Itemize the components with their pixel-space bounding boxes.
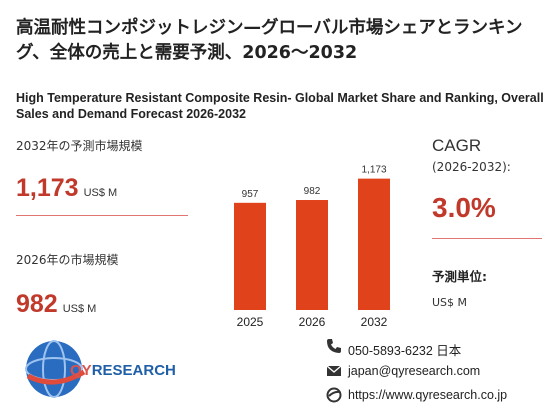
browser-icon bbox=[326, 387, 342, 403]
market-2026-unit: US$ M bbox=[62, 303, 97, 315]
cagr-period: (2026-2032): bbox=[432, 160, 511, 174]
report-title-japanese: 高温耐性コンポジットレジン—グローバル市場シェアとランキング、全体の売上と需要予… bbox=[16, 18, 523, 63]
contact-website[interactable]: https://www.qyresearch.co.jp bbox=[348, 388, 508, 402]
qyresearch-logo bbox=[22, 334, 192, 404]
phone-icon bbox=[327, 339, 341, 353]
divider bbox=[432, 238, 542, 239]
divider bbox=[16, 215, 188, 216]
market-2026-value: 982 bbox=[16, 290, 58, 318]
bar-2032 bbox=[358, 178, 390, 310]
report-title-english: High Temperature Resistant Composite Res… bbox=[16, 91, 544, 121]
bar-value-label-2032: 1,173 bbox=[361, 165, 386, 176]
logo-text-qy: QY bbox=[70, 362, 92, 379]
bar-2026 bbox=[296, 200, 328, 310]
bar-2025 bbox=[234, 202, 266, 310]
globe-icon bbox=[25, 340, 86, 398]
market-2026-label: 2026年の市場規模 bbox=[16, 253, 119, 267]
bar-value-label-2026: 982 bbox=[304, 186, 321, 197]
logo-text-research: RESEARCH bbox=[91, 362, 176, 379]
forecast-2032-unit: US$ M bbox=[83, 187, 118, 199]
bar-value-label-2025: 957 bbox=[242, 189, 259, 200]
bar-chart: 957 2025 982 2026 1,173 2032 bbox=[234, 165, 390, 329]
forecast-unit-value: US$ M bbox=[432, 296, 468, 309]
logo-wordmark: QYRESEARCH bbox=[70, 362, 176, 379]
forecast-2032-value-block: 1,173 US$ M bbox=[16, 174, 117, 203]
contact-email[interactable]: japan@qyresearch.com bbox=[348, 364, 481, 378]
cagr-value: 3.0% bbox=[432, 192, 496, 223]
x-tick-label-2025: 2025 bbox=[237, 315, 264, 329]
market-2026-value-block: 982 US$ M bbox=[16, 290, 96, 319]
contact-phone: 050-5893-6232 日本 bbox=[348, 344, 462, 358]
cagr-label: CAGR bbox=[432, 136, 482, 155]
email-icon bbox=[326, 365, 342, 376]
x-tick-label-2032: 2032 bbox=[361, 315, 388, 329]
forecast-2032-value: 1,173 bbox=[16, 174, 79, 202]
forecast-2032-label: 2032年の予測市場規模 bbox=[16, 139, 143, 153]
forecast-unit-label: 予測単位: bbox=[432, 269, 487, 284]
x-tick-label-2026: 2026 bbox=[299, 315, 326, 329]
